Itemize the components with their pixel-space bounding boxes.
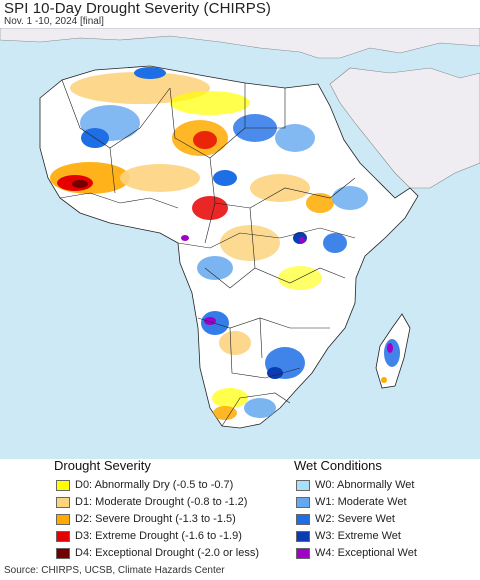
patch-w3	[267, 367, 283, 379]
swatch-w0	[296, 479, 310, 491]
patch-d3	[193, 131, 217, 149]
patch-w1	[275, 124, 315, 152]
legend-item-w0: W0: Abnormally Wet	[296, 477, 414, 493]
swatch-w3	[296, 530, 310, 542]
severity-patches	[50, 67, 368, 420]
patch-d1	[120, 164, 200, 192]
patch-d1	[70, 72, 210, 104]
patch-w2	[134, 67, 166, 79]
map-subtitle: Nov. 1 -10, 2024 [final]	[4, 16, 104, 27]
swatch-w1	[296, 496, 310, 508]
drought-legend-title: Drought Severity	[54, 458, 151, 473]
swatch-d0	[56, 479, 70, 491]
country-borders	[59, 79, 356, 427]
legend-item-w4: W4: Exceptional Wet	[296, 545, 417, 561]
legend-item-d4: D4: Exceptional Drought (-2.0 or less)	[56, 545, 259, 561]
swatch-d4	[56, 547, 70, 559]
patch-w1	[197, 256, 233, 280]
patch-w1	[332, 186, 368, 210]
patch-d0	[212, 388, 248, 408]
patch-w4	[204, 317, 216, 325]
drought-map	[0, 28, 480, 459]
legend-item-w3: W3: Extreme Wet	[296, 528, 401, 544]
patch-w4	[181, 235, 189, 241]
patch-w4	[387, 343, 393, 353]
legend-item-w1: W1: Moderate Wet	[296, 494, 407, 510]
arabian-peninsula	[329, 67, 480, 189]
patch-d1	[250, 174, 310, 202]
patch-d2	[306, 193, 334, 213]
patch-w1	[244, 398, 276, 418]
patch-w2	[384, 339, 400, 367]
legend-item-d0: D0: Abnormally Dry (-0.5 to -0.7)	[56, 477, 233, 493]
swatch-d1	[56, 496, 70, 508]
swatch-w2	[296, 513, 310, 525]
legend-item-d1: D1: Moderate Drought (-0.8 to -1.2)	[56, 494, 247, 510]
patch-d4	[72, 180, 88, 188]
source-credit: Source: CHIRPS, UCSB, Climate Hazards Ce…	[4, 565, 225, 576]
swatch-d2	[56, 513, 70, 525]
patch-w4	[299, 237, 305, 243]
patch-d0	[170, 91, 250, 115]
patch-d1	[219, 331, 251, 355]
europe-landmass	[0, 28, 480, 59]
patch-w2	[213, 170, 237, 186]
legend-item-d2: D2: Severe Drought (-1.3 to -1.5)	[56, 511, 236, 527]
patch-d2	[213, 406, 237, 420]
swatch-d3	[56, 530, 70, 542]
swatch-w4	[296, 547, 310, 559]
patch-d1	[220, 225, 280, 261]
wet-legend-title: Wet Conditions	[294, 458, 382, 473]
patch-d3	[192, 196, 228, 220]
patch-w2	[323, 233, 347, 253]
patch-d2	[381, 377, 387, 383]
map-title: SPI 10-Day Drought Severity (CHIRPS)	[4, 0, 272, 17]
legend-item-d3: D3: Extreme Drought (-1.6 to -1.9)	[56, 528, 242, 544]
legend-item-w2: W2: Severe Wet	[296, 511, 395, 527]
